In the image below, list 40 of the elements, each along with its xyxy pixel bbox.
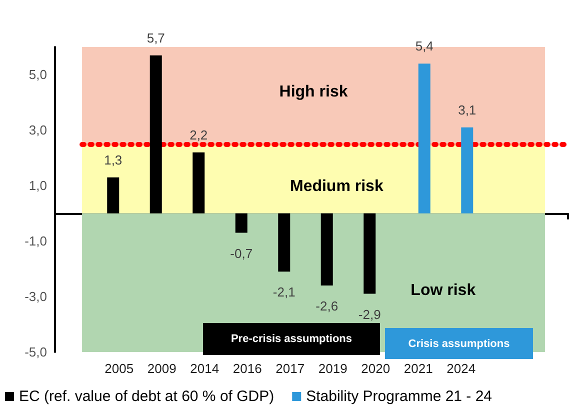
note-box: Crisis assumptions: [385, 328, 533, 359]
data-label: -2,9: [358, 306, 381, 322]
data-label: -2,6: [316, 298, 338, 314]
data-label: 5,4: [415, 38, 434, 54]
bar: [418, 64, 430, 214]
x-tick-label: 2024: [446, 361, 476, 376]
bar: [278, 213, 290, 272]
legend-label: EC (ref. value of debt at 60 % of GDP): [19, 388, 274, 405]
x-tick-label: 2005: [104, 361, 134, 376]
y-tick-label: 3,0: [28, 122, 47, 138]
bar: [235, 213, 248, 233]
y-tick-label: -3,0: [24, 289, 47, 304]
y-tick-label: -1,0: [24, 234, 47, 249]
x-tick-label: 2021: [404, 361, 433, 376]
bar: [107, 177, 120, 214]
bar: [192, 152, 205, 214]
y-tick-label: 5,0: [28, 67, 47, 82]
data-label: -2,1: [272, 284, 296, 300]
x-tick-label: 2016: [232, 361, 262, 376]
bar: [320, 213, 333, 286]
x-tick-label: 2014: [190, 361, 220, 376]
data-label: -0,7: [230, 246, 253, 261]
legend-label: Stability Programme 21 - 24: [306, 388, 492, 405]
data-label: 3,1: [458, 102, 476, 118]
band-label: High risk: [279, 83, 348, 100]
data-label: 2,2: [190, 127, 208, 142]
band-label: Low risk: [410, 282, 476, 300]
bar: [364, 213, 376, 294]
note-box: Pre-crisis assumptions: [203, 323, 380, 355]
y-tick-label: -5,0: [24, 344, 47, 360]
band-label: Medium risk: [290, 178, 384, 196]
bar: [461, 127, 474, 214]
data-label: 5,7: [146, 30, 165, 46]
x-tick-label: 2009: [147, 361, 176, 376]
y-tick-label: 1,0: [28, 178, 47, 194]
bar: [150, 55, 162, 214]
data-label: 1,3: [104, 152, 122, 168]
x-tick-label: 2020: [361, 361, 390, 376]
x-tick-label: 2017: [276, 361, 305, 376]
x-tick-label: 2019: [318, 361, 348, 376]
